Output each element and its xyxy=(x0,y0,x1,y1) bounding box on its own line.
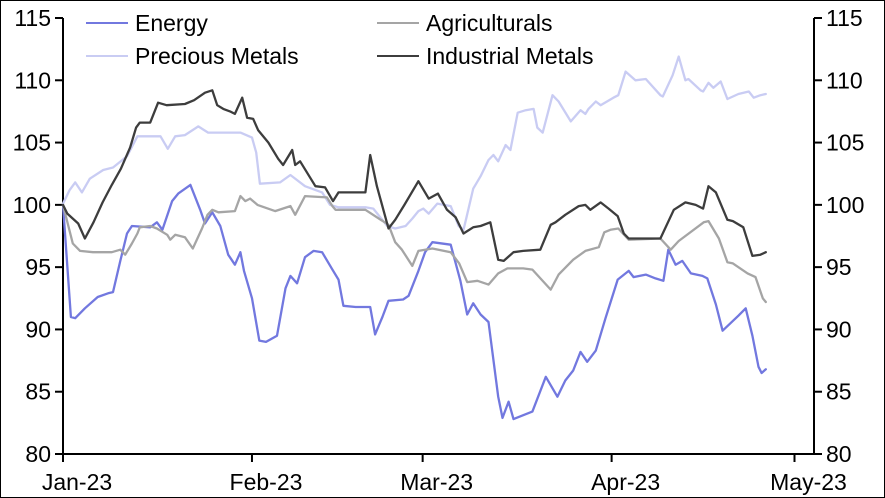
y-tick-label-right: 115 xyxy=(826,5,863,31)
y-tick-label-right: 105 xyxy=(826,130,864,156)
y-tick-label-right: 110 xyxy=(826,67,863,93)
x-tick-label: Jan-23 xyxy=(42,469,112,495)
legend-item-precious-metals: Precious Metals xyxy=(86,41,299,71)
y-tick-label-left: 95 xyxy=(25,254,51,280)
y-tick-label-left: 90 xyxy=(25,316,51,342)
y-tick-label-left: 115 xyxy=(14,5,51,31)
legend-label-precious-metals: Precious Metals xyxy=(135,43,299,69)
legend-label-agriculturals: Agriculturals xyxy=(426,10,553,36)
legend-item-agriculturals: Agriculturals xyxy=(377,8,553,38)
y-tick-label-right: 100 xyxy=(826,192,864,218)
series-line-energy xyxy=(61,183,767,421)
legend-swatch-agriculturals xyxy=(377,22,419,24)
y-tick-label-left: 105 xyxy=(13,130,51,156)
y-tick-label-left: 85 xyxy=(25,379,51,405)
x-tick-label: May-23 xyxy=(770,469,847,495)
legend-label-energy: Energy xyxy=(135,10,208,36)
legend-item-energy: Energy xyxy=(86,8,208,38)
x-tick-label: Apr-23 xyxy=(591,469,660,495)
legend-swatch-industrial-metals xyxy=(377,55,419,57)
y-tick-label-right: 90 xyxy=(826,316,852,342)
y-tick-label-right: 95 xyxy=(826,254,852,280)
legend-swatch-precious-metals xyxy=(86,55,128,57)
legend: Energy Precious Metals Agriculturals Ind… xyxy=(1,1,884,81)
series-line-industrial-metals xyxy=(61,89,767,263)
legend-label-industrial-metals: Industrial Metals xyxy=(426,43,594,69)
x-tick-label: Mar-23 xyxy=(400,469,473,495)
series-line-precious-metals xyxy=(61,55,767,231)
y-tick-label-left: 100 xyxy=(13,192,51,218)
y-tick-label-right: 80 xyxy=(826,441,852,467)
y-tick-label-left: 110 xyxy=(14,67,51,93)
y-tick-label-right: 85 xyxy=(826,379,852,405)
x-tick-label: Feb-23 xyxy=(230,469,303,495)
legend-item-industrial-metals: Industrial Metals xyxy=(377,41,593,71)
legend-swatch-energy xyxy=(86,22,128,24)
y-tick-label-left: 80 xyxy=(25,441,51,467)
